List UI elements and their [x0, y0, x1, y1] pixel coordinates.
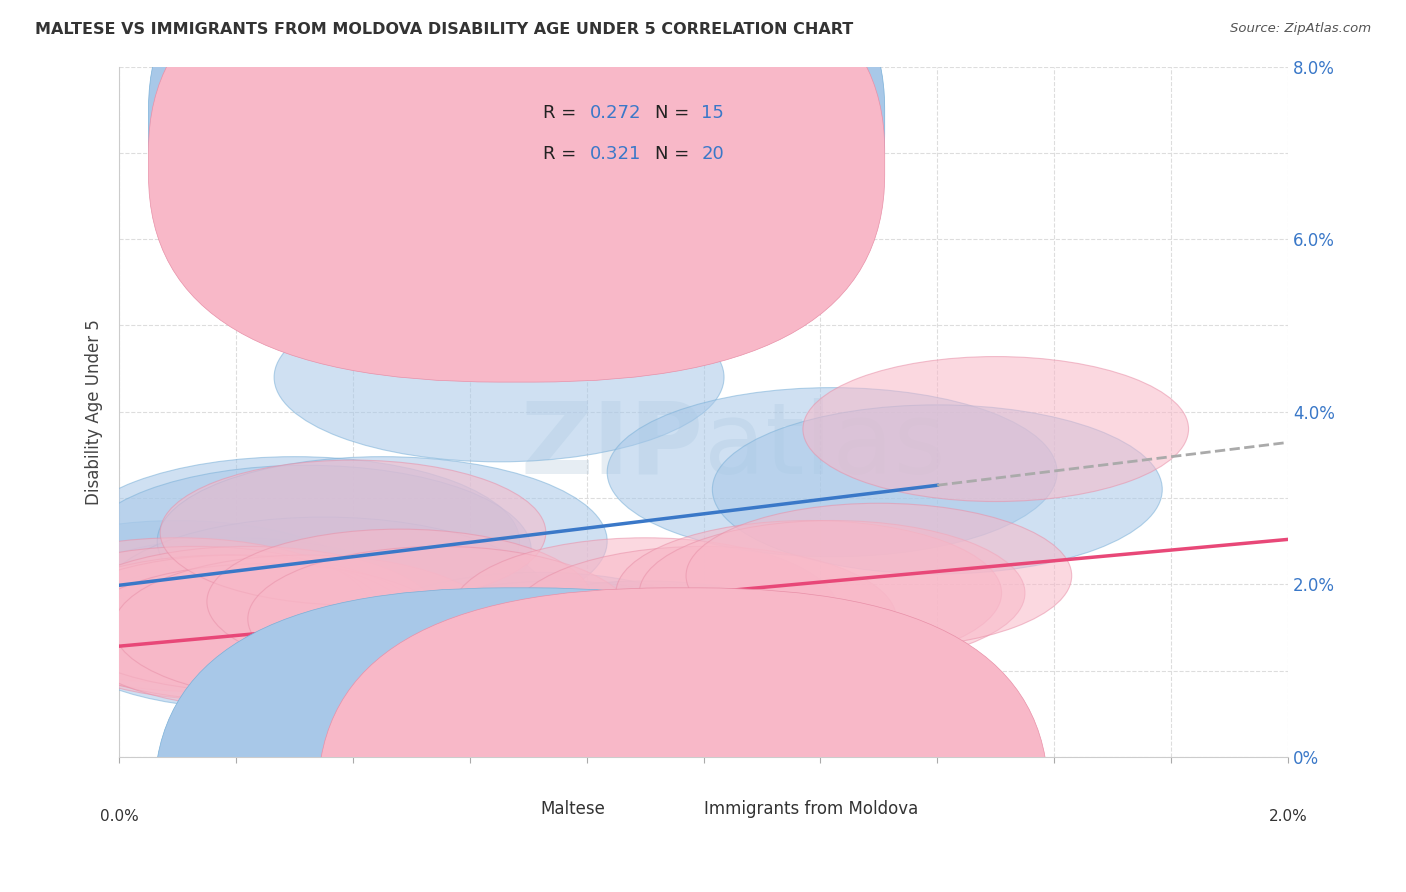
Ellipse shape: [31, 555, 418, 700]
Ellipse shape: [607, 388, 1057, 557]
Ellipse shape: [70, 457, 520, 626]
Text: 0.0%: 0.0%: [100, 809, 139, 823]
FancyBboxPatch shape: [149, 0, 884, 341]
Ellipse shape: [453, 581, 838, 726]
Ellipse shape: [82, 466, 531, 634]
Text: ZIP: ZIP: [520, 398, 703, 495]
Ellipse shape: [405, 624, 792, 769]
Ellipse shape: [0, 521, 371, 665]
Text: 0.321: 0.321: [591, 145, 641, 163]
Ellipse shape: [616, 521, 1001, 665]
Ellipse shape: [347, 573, 733, 717]
Ellipse shape: [364, 581, 751, 726]
Ellipse shape: [713, 405, 1163, 574]
Ellipse shape: [3, 547, 388, 691]
Ellipse shape: [44, 538, 429, 682]
Text: 0.272: 0.272: [591, 103, 641, 122]
Ellipse shape: [803, 357, 1188, 501]
Text: 20: 20: [702, 145, 724, 163]
Ellipse shape: [114, 555, 499, 700]
Text: R =: R =: [544, 145, 582, 163]
Ellipse shape: [274, 293, 724, 462]
Text: 2.0%: 2.0%: [1268, 809, 1308, 823]
Ellipse shape: [0, 538, 371, 682]
Text: Maltese: Maltese: [540, 800, 605, 818]
Ellipse shape: [35, 584, 239, 662]
Ellipse shape: [73, 564, 458, 708]
Text: atlas: atlas: [703, 398, 945, 495]
Text: R =: R =: [544, 103, 582, 122]
Ellipse shape: [55, 564, 440, 708]
Ellipse shape: [453, 538, 838, 682]
Text: Immigrants from Moldova: Immigrants from Moldova: [703, 800, 918, 818]
Text: N =: N =: [655, 103, 695, 122]
Ellipse shape: [277, 641, 662, 787]
Text: N =: N =: [655, 145, 695, 163]
Ellipse shape: [686, 503, 1071, 648]
Ellipse shape: [160, 460, 546, 605]
Ellipse shape: [295, 641, 681, 787]
Ellipse shape: [640, 521, 1025, 665]
Ellipse shape: [247, 547, 634, 691]
Ellipse shape: [55, 547, 440, 691]
Y-axis label: Disability Age Under 5: Disability Age Under 5: [86, 318, 103, 505]
Text: Source: ZipAtlas.com: Source: ZipAtlas.com: [1230, 22, 1371, 36]
Ellipse shape: [44, 555, 429, 700]
Text: 15: 15: [702, 103, 724, 122]
FancyBboxPatch shape: [318, 588, 1049, 892]
FancyBboxPatch shape: [155, 588, 884, 892]
FancyBboxPatch shape: [475, 91, 756, 198]
Ellipse shape: [98, 517, 548, 686]
Text: MALTESE VS IMMIGRANTS FROM MOLDOVA DISABILITY AGE UNDER 5 CORRELATION CHART: MALTESE VS IMMIGRANTS FROM MOLDOVA DISAB…: [35, 22, 853, 37]
Ellipse shape: [215, 128, 665, 298]
Ellipse shape: [510, 547, 897, 691]
Ellipse shape: [207, 529, 592, 674]
Ellipse shape: [157, 457, 607, 626]
FancyBboxPatch shape: [149, 0, 884, 382]
Ellipse shape: [41, 593, 215, 662]
